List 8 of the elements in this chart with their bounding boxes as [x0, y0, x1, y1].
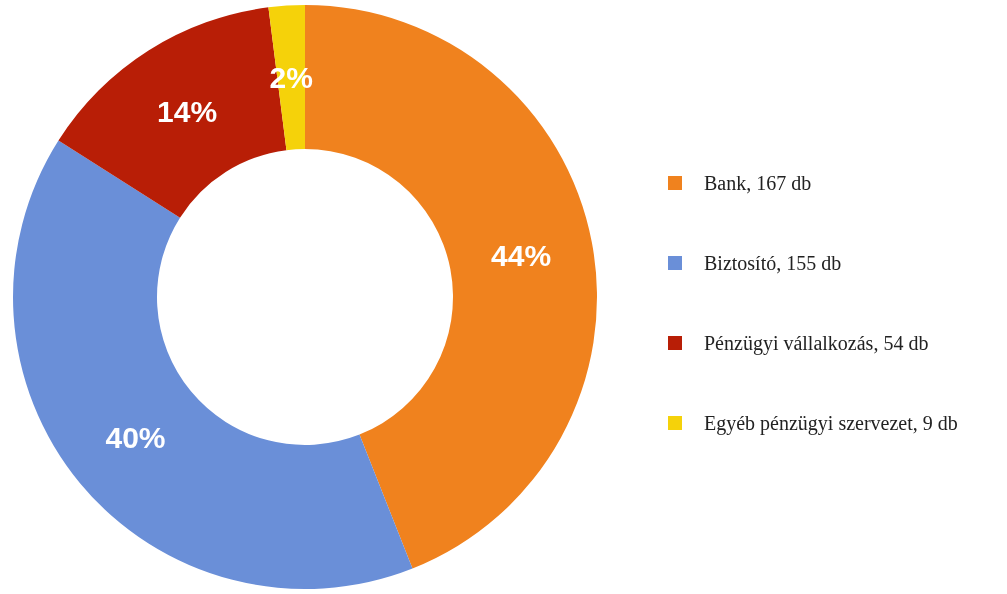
legend-label: Bank, 167 db: [704, 172, 812, 194]
data-label: 40%: [105, 420, 166, 454]
legend-label: Biztosító, 155 db: [704, 252, 842, 274]
data-label: 44%: [491, 239, 552, 273]
legend-label: Egyéb pénzügyi szervezet, 9 db: [704, 412, 958, 435]
donut-slice: [13, 140, 413, 589]
data-label: 14%: [157, 94, 218, 128]
legend-label: Pénzügyi vállalkozás, 54 db: [704, 332, 929, 355]
